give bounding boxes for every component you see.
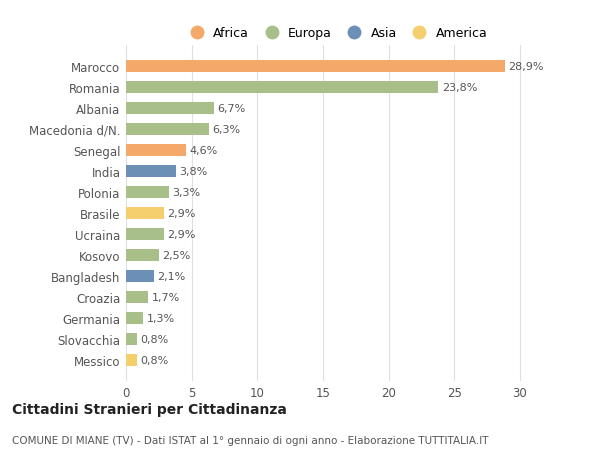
- Text: 6,3%: 6,3%: [212, 125, 240, 134]
- Bar: [126, 124, 209, 135]
- Bar: [126, 166, 176, 177]
- Text: Cittadini Stranieri per Cittadinanza: Cittadini Stranieri per Cittadinanza: [12, 402, 287, 416]
- Bar: [126, 207, 164, 219]
- Text: 1,7%: 1,7%: [152, 292, 180, 302]
- Text: 3,8%: 3,8%: [179, 167, 208, 177]
- Bar: [126, 145, 187, 157]
- Text: 0,8%: 0,8%: [140, 355, 168, 365]
- Text: 23,8%: 23,8%: [442, 83, 477, 93]
- Bar: [126, 187, 169, 198]
- Bar: [126, 82, 439, 94]
- Text: 0,8%: 0,8%: [140, 334, 168, 344]
- Text: 2,5%: 2,5%: [162, 250, 190, 260]
- Bar: [126, 354, 137, 366]
- Bar: [126, 313, 143, 324]
- Bar: [126, 103, 214, 114]
- Bar: [126, 229, 164, 240]
- Text: 2,1%: 2,1%: [157, 271, 185, 281]
- Bar: [126, 250, 159, 261]
- Text: 4,6%: 4,6%: [190, 146, 218, 156]
- Text: COMUNE DI MIANE (TV) - Dati ISTAT al 1° gennaio di ogni anno - Elaborazione TUTT: COMUNE DI MIANE (TV) - Dati ISTAT al 1° …: [12, 435, 488, 445]
- Text: 2,9%: 2,9%: [167, 208, 196, 218]
- Bar: [126, 61, 505, 73]
- Bar: [126, 333, 137, 345]
- Text: 28,9%: 28,9%: [509, 62, 544, 72]
- Bar: [126, 291, 148, 303]
- Legend: Africa, Europa, Asia, America: Africa, Europa, Asia, America: [179, 22, 493, 45]
- Text: 2,9%: 2,9%: [167, 230, 196, 239]
- Text: 3,3%: 3,3%: [173, 188, 201, 197]
- Text: 1,3%: 1,3%: [146, 313, 175, 323]
- Bar: [126, 270, 154, 282]
- Text: 6,7%: 6,7%: [217, 104, 245, 114]
